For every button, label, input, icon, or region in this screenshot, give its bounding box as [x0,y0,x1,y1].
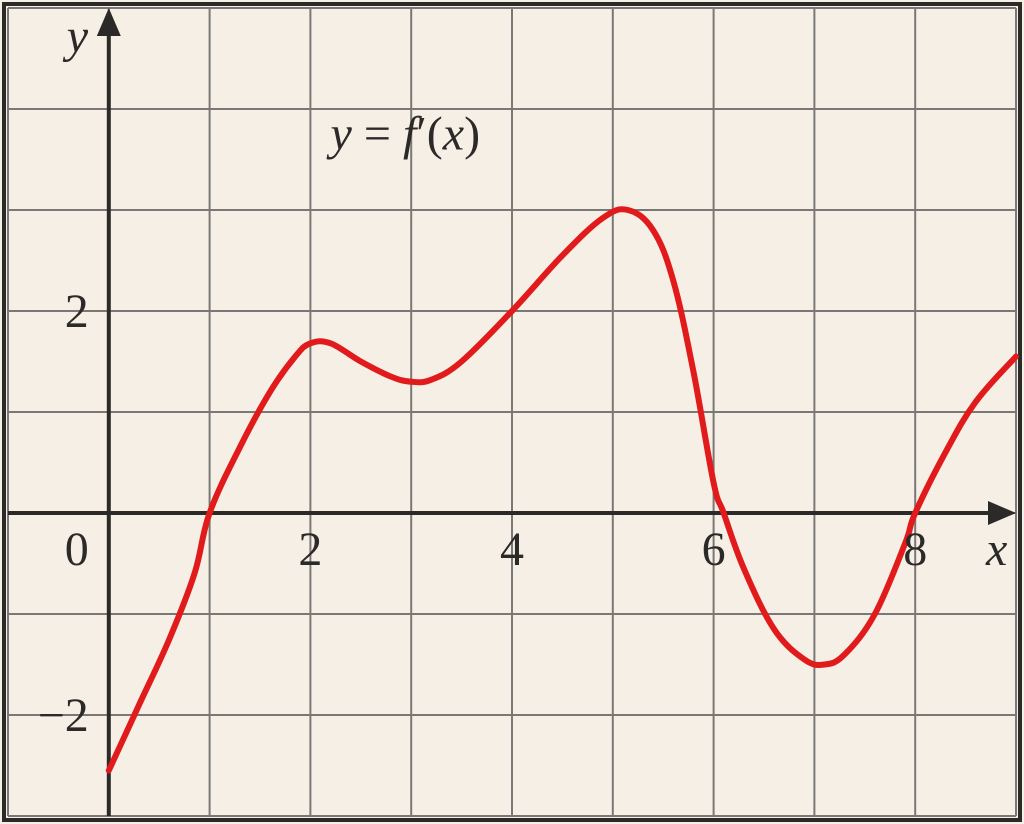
y-axis-label: y [62,10,89,63]
derivative-plot: 0 2 4 6 8 −2 2 y x y = f′(x) [0,0,1024,824]
chart-frame: 0 2 4 6 8 −2 2 y x y = f′(x) [0,0,1024,824]
y-tick-label: −2 [38,689,89,742]
tick-label-0: 0 [65,523,89,576]
x-tick-label: 4 [500,523,524,576]
x-tick-label: 8 [903,523,927,576]
equation-label: y = f′(x) [326,107,481,160]
x-tick-label: 6 [702,523,726,576]
x-tick-label: 2 [298,523,322,576]
x-axis-label: x [985,523,1007,576]
y-tick-label: 2 [65,285,89,338]
